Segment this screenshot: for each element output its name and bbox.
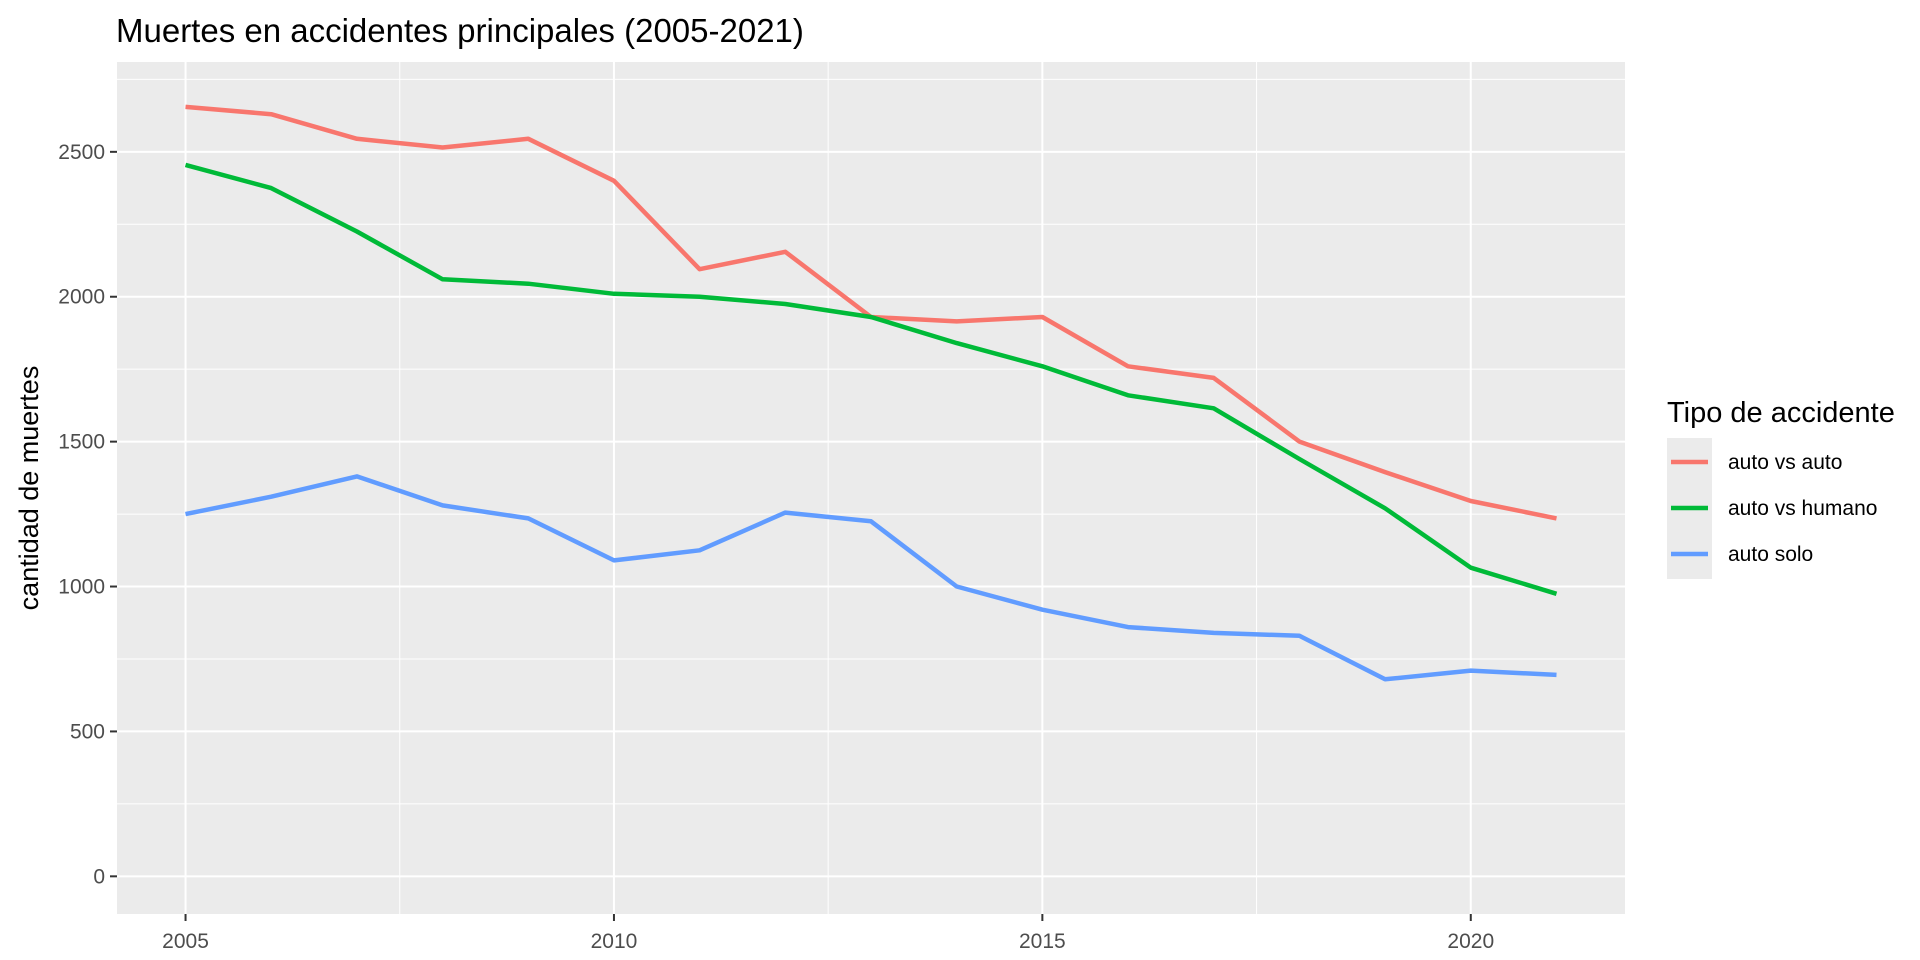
grid-minor — [117, 62, 1625, 914]
x-axis: 2005 2010 2015 2020 — [162, 914, 1494, 953]
y-axis-title: cantidad de muertes — [14, 366, 44, 611]
x-tick-label: 2005 — [162, 930, 209, 953]
legend-title: Tipo de accidente — [1667, 397, 1895, 429]
chart-title: Muertes en accidentes principales (2005-… — [116, 12, 804, 49]
legend-label-1: auto vs humano — [1728, 497, 1877, 520]
legend-items: auto vs auto auto vs humano auto solo — [1671, 451, 1877, 566]
x-tick-label: 2015 — [1019, 930, 1066, 953]
series-line-1 — [184, 162, 1558, 596]
y-tick-label: 0 — [93, 865, 105, 888]
y-tick-label: 1500 — [58, 431, 105, 454]
legend-label-2: auto solo — [1728, 543, 1813, 566]
y-tick-label: 2000 — [58, 286, 105, 309]
y-axis: 0 500 1000 1500 2000 2500 — [58, 141, 117, 888]
y-tick-label: 2500 — [58, 141, 105, 164]
series-line-2 — [185, 474, 1557, 682]
x-tick-label: 2020 — [1447, 930, 1494, 953]
grid-major — [117, 62, 1625, 914]
y-tick-label: 500 — [70, 720, 105, 743]
plot-panel — [117, 62, 1625, 914]
y-tick-label: 1000 — [58, 576, 105, 599]
legend-label-0: auto vs auto — [1728, 451, 1842, 474]
series-lines — [184, 104, 1558, 682]
legend: Tipo de accidente auto vs auto auto vs hu… — [1667, 397, 1895, 579]
x-tick-label: 2010 — [591, 930, 638, 953]
